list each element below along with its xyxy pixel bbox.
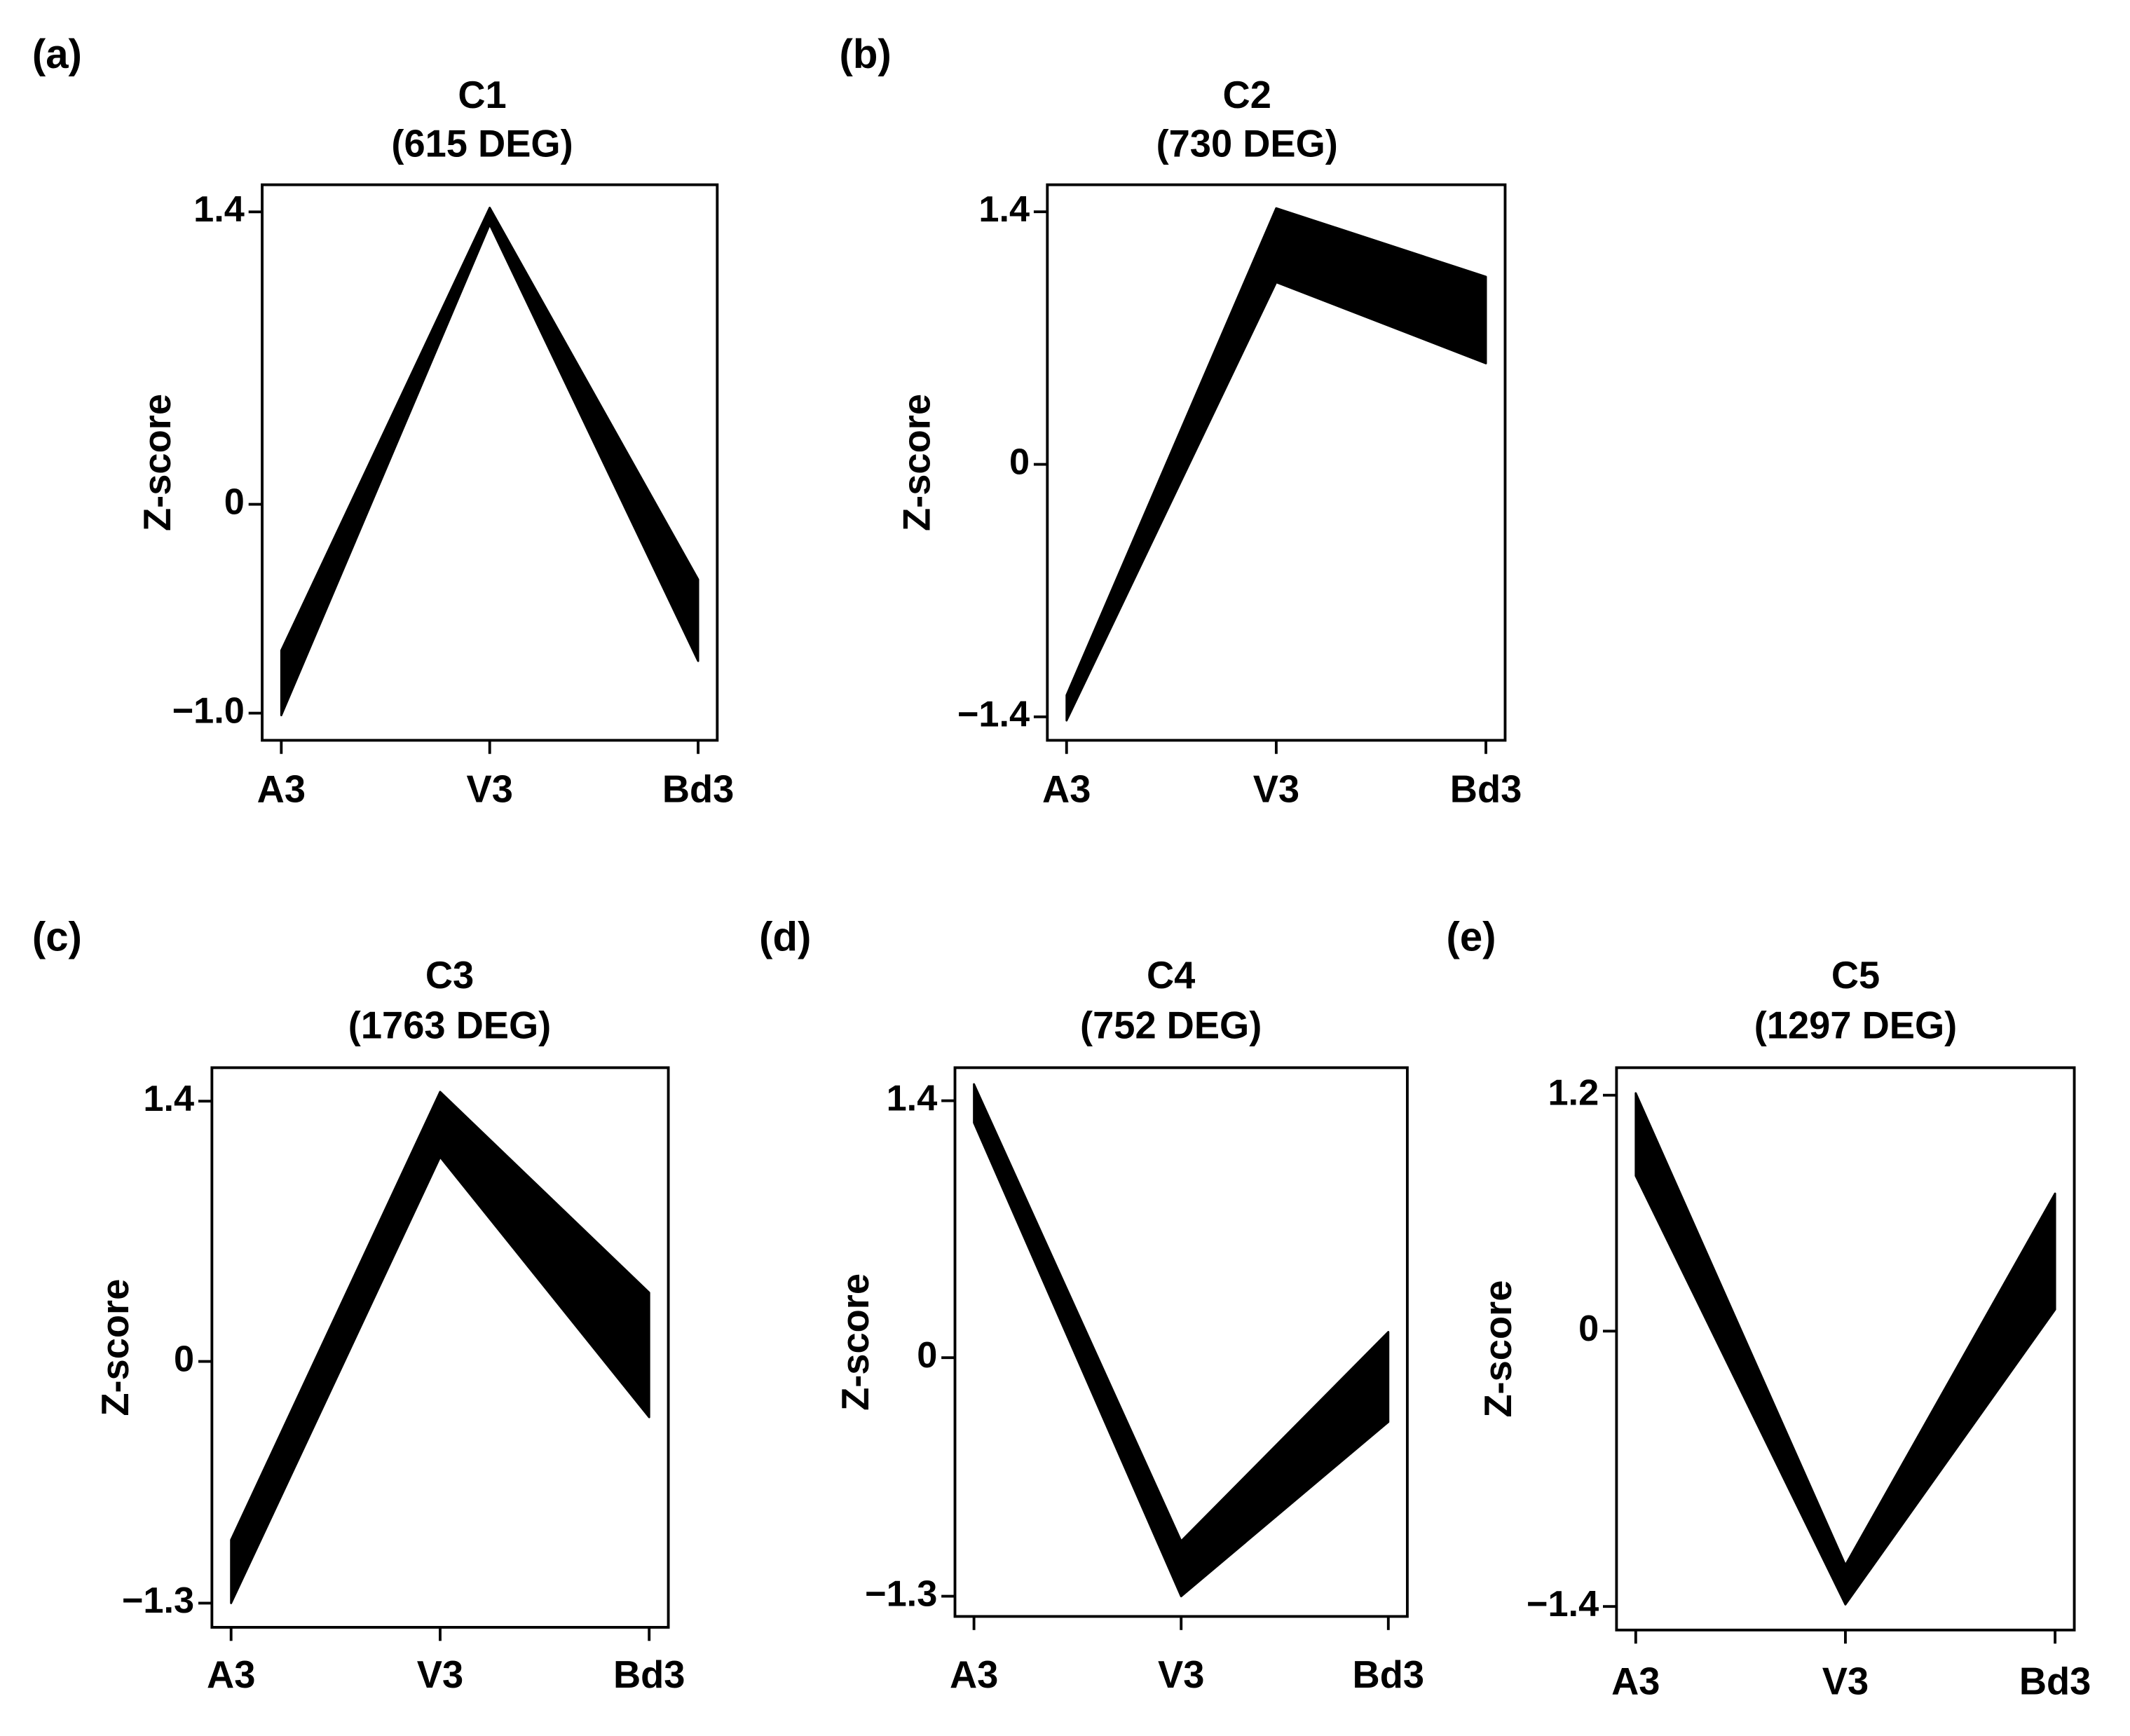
y-tick-label: 1.4 [978, 189, 1030, 230]
y-axis-label: Z-score [835, 1273, 877, 1411]
band [1634, 1092, 2056, 1606]
panel-label: (d) [759, 915, 811, 960]
plot-frame [953, 1066, 1409, 1618]
chart-subtitle: (1763 DEG) [348, 1005, 551, 1047]
chart-title: C2 [1223, 74, 1271, 116]
x-tick-label: Bd3 [1450, 768, 1522, 810]
x-tick-label: A3 [257, 768, 306, 810]
band [230, 1091, 650, 1604]
chart-subtitle: (730 DEG) [1156, 123, 1338, 165]
band [1065, 207, 1487, 722]
y-axis-label: Z-score [137, 394, 179, 531]
x-tick-label: Bd3 [1353, 1654, 1425, 1696]
y-tick-label: −1.3 [865, 1573, 937, 1614]
panel-label: (a) [32, 32, 82, 77]
chart-title: C5 [1831, 955, 1880, 997]
chart-title: C3 [425, 955, 474, 997]
x-tick-label: A3 [950, 1654, 998, 1696]
x-tick-label: Bd3 [662, 768, 735, 810]
x-tick-label: V3 [1253, 768, 1299, 810]
x-tick-label: V3 [1158, 1654, 1204, 1696]
x-tick-label: V3 [467, 768, 513, 810]
y-tick-label: 1.4 [143, 1079, 194, 1119]
y-tick-label: 1.2 [1548, 1073, 1599, 1114]
y-tick-label: −1.4 [957, 695, 1030, 735]
y-tick-label: 0 [1578, 1308, 1599, 1349]
y-tick-label: 0 [1009, 442, 1030, 482]
x-tick-label: A3 [1611, 1661, 1660, 1703]
y-tick-label: −1.0 [172, 690, 245, 731]
y-tick-label: 0 [224, 481, 245, 522]
y-axis-label: Z-score [896, 394, 938, 531]
x-tick-label: V3 [1822, 1661, 1869, 1703]
plot-frame [261, 183, 719, 742]
x-tick-label: Bd3 [613, 1654, 685, 1696]
chart-subtitle: (1297 DEG) [1754, 1005, 1957, 1047]
x-tick-label: V3 [417, 1654, 463, 1696]
chart-subtitle: (615 DEG) [391, 123, 573, 165]
panel-label: (e) [1446, 915, 1496, 960]
x-tick-label: Bd3 [2019, 1661, 2091, 1703]
y-tick-label: 1.4 [193, 189, 245, 230]
y-tick-label: −1.3 [122, 1580, 194, 1621]
y-tick-label: −1.4 [1527, 1584, 1599, 1625]
y-axis-label: Z-score [95, 1279, 137, 1416]
y-tick-label: 0 [174, 1339, 194, 1379]
panel-label: (b) [839, 32, 891, 77]
y-tick-label: 1.4 [887, 1078, 938, 1119]
x-tick-label: A3 [1042, 768, 1091, 810]
y-tick-label: 0 [917, 1335, 937, 1376]
band [973, 1083, 1390, 1598]
chart-title: C4 [1147, 955, 1195, 997]
panel-label: (c) [32, 915, 82, 960]
x-tick-label: A3 [207, 1654, 255, 1696]
chart-title: C1 [458, 74, 506, 116]
chart-subtitle: (752 DEG) [1080, 1005, 1262, 1047]
band [280, 206, 699, 717]
y-axis-label: Z-score [1477, 1280, 1520, 1418]
